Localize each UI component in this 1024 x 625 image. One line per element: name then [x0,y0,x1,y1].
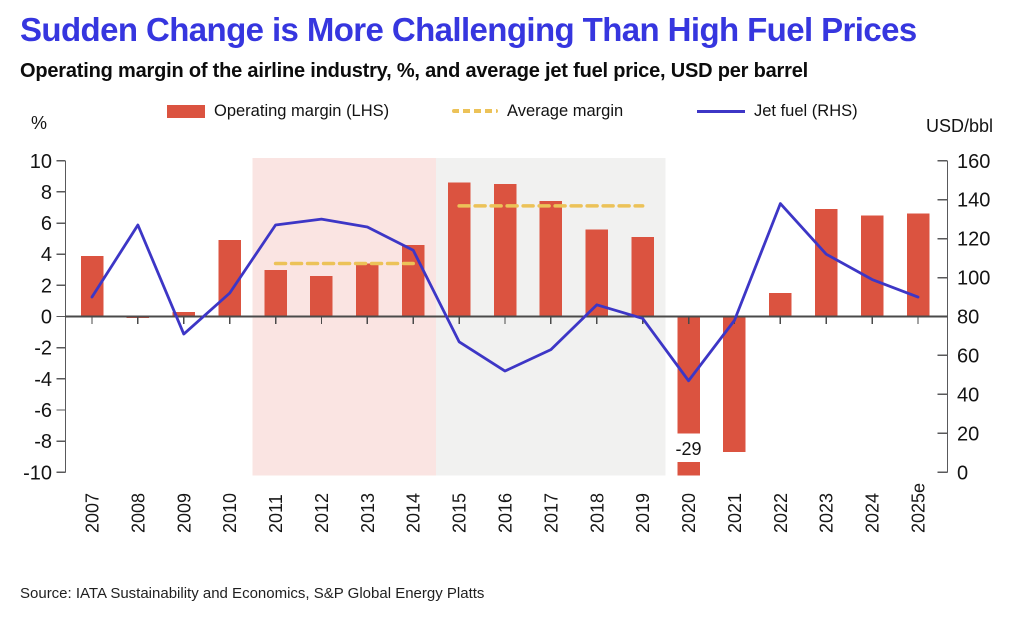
x-axis-label-2012: 2012 [312,493,332,533]
legend-label: Jet fuel (RHS) [754,101,858,120]
bar-2009 [172,311,196,317]
bar-2011 [264,269,287,317]
right-axis-tick-label: 100 [957,268,990,290]
bar-2020-main [677,316,700,434]
left-axis-tick-label: 4 [41,244,52,266]
x-axis-label-2020: 2020 [679,493,699,533]
right-axis-tick-label: 60 [957,345,979,367]
bar-2016 [493,184,517,317]
left-axis-tick-label: -4 [34,369,52,391]
bar-2020-stub [677,462,700,476]
page-title: Sudden Change is More Challenging Than H… [20,11,917,48]
x-axis-label-2014: 2014 [404,493,424,533]
x-axis-label-2023: 2023 [817,493,837,533]
bar-2025e [906,213,930,317]
right-axis-unit: USD/bbl [926,116,994,136]
left-axis-tick-label: 8 [41,182,52,204]
bar-2012 [310,276,333,317]
left-axis-tick-label: 0 [41,307,52,329]
right-axis-tick-label: 80 [957,307,979,329]
left-axis-tick-label: -2 [34,338,52,360]
line-swatch-icon [697,109,745,113]
x-axis-label-2010: 2010 [220,493,240,533]
x-axis-label-2022: 2022 [771,493,791,533]
x-axis-label-2019: 2019 [633,493,653,533]
x-axis-label-2025e: 2025e [909,483,929,533]
x-axis-label-2024: 2024 [863,493,883,533]
bar-2013 [356,263,379,317]
right-axis-tick-label: 140 [957,190,990,212]
x-axis-label-2013: 2013 [358,493,378,533]
x-axis-label-2018: 2018 [587,493,607,533]
bar-2018 [585,229,609,317]
x-axis-label-2015: 2015 [450,493,470,533]
bar-2010 [218,240,241,317]
left-axis-tick-label: 2 [41,275,52,297]
x-axis-label-2008: 2008 [128,493,148,533]
right-axis-tick-label: 160 [957,151,990,173]
legend-item-jet-fuel: Jet fuel (RHS) [697,100,858,122]
bar-2021 [723,316,746,453]
x-axis-label-2011: 2011 [266,494,286,533]
bar-2022 [769,293,792,317]
legend-label: Average margin [507,101,624,120]
bar-2017 [539,201,563,317]
left-axis-tick-label: -8 [34,431,52,453]
legend-item-average-margin: Average margin [452,100,623,122]
bar-2023 [814,209,838,317]
x-axis-label-2009: 2009 [174,493,194,533]
right-axis-tick-label: 120 [957,229,990,251]
legend-item-operating-margin: Operating margin (LHS) [167,100,389,122]
dashed-line-swatch-icon [452,109,498,113]
legend-label: Operating margin (LHS) [214,101,390,120]
left-axis-tick-label: 10 [30,151,52,173]
x-axis-label-2021: 2021 [725,493,745,533]
right-axis-tick-label: 20 [957,423,979,445]
left-axis-tick-label: -10 [23,462,52,484]
bar-2007 [80,255,104,317]
source-note: Source: IATA Sustainability and Economic… [20,585,485,602]
jet-fuel-line [90,202,920,383]
left-axis-unit: % [31,113,48,133]
left-axis-tick-label: -6 [34,400,52,422]
bar-2024 [860,215,884,317]
left-axis-tick-label: 6 [41,213,52,235]
x-axis-label-2007: 2007 [83,493,103,533]
bar-value-label-2020: -29 [676,439,702,459]
bar-2015 [447,182,471,317]
right-axis-tick-label: 40 [957,384,979,406]
x-axis-label-2016: 2016 [496,493,516,533]
right-axis-tick-label: 0 [957,462,968,484]
x-axis-label-2017: 2017 [541,493,561,533]
chart-subtitle: Operating margin of the airline industry… [20,60,808,82]
bar-swatch-icon [167,104,205,118]
bar-2019 [631,237,654,317]
bar-2014 [401,244,425,317]
